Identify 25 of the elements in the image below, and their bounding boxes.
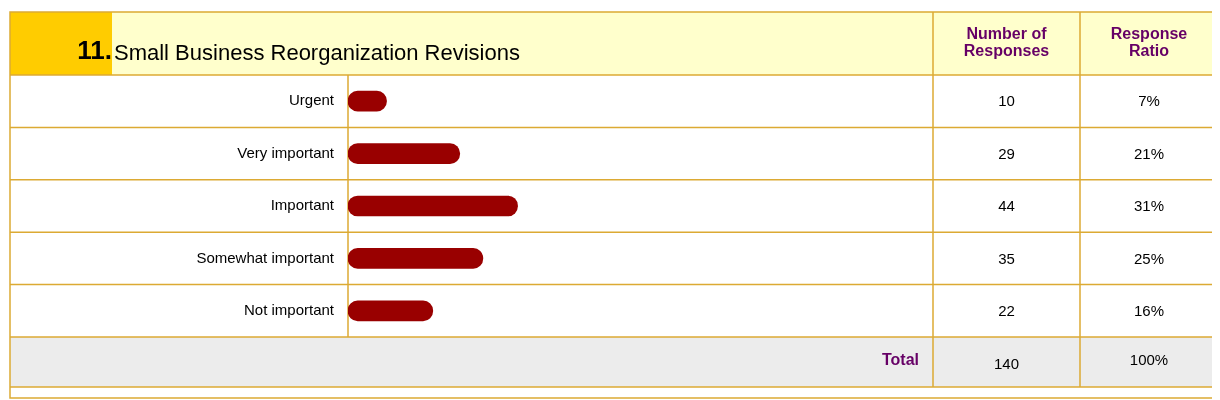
text: Number of Responses bbox=[963, 24, 1050, 59]
bar bbox=[348, 195, 518, 217]
y-tick-label: Urgent bbox=[288, 91, 335, 109]
text: 7% bbox=[1138, 92, 1160, 110]
text: 21% bbox=[1133, 144, 1165, 162]
text: 140 bbox=[993, 355, 1020, 373]
text: Response Ratio bbox=[1110, 24, 1188, 59]
text: 100% bbox=[1129, 351, 1169, 369]
data-label: 10 bbox=[998, 92, 1015, 110]
y-tick-label: Somewhat important bbox=[196, 248, 335, 266]
bar bbox=[348, 143, 461, 164]
y-tick-label: Very important bbox=[237, 143, 335, 161]
bar bbox=[348, 300, 434, 322]
data-label: 29 bbox=[998, 144, 1015, 162]
text: Total bbox=[881, 351, 919, 369]
data-label: 35 bbox=[998, 249, 1015, 267]
bar bbox=[348, 248, 484, 269]
text: 16% bbox=[1133, 301, 1165, 319]
text: 31% bbox=[1133, 197, 1165, 215]
text: 25% bbox=[1133, 249, 1165, 267]
y-tick-label: Not important bbox=[243, 300, 335, 318]
data-label: 22 bbox=[998, 301, 1015, 319]
chart-title: 11.Small Business Reorganization Revisions bbox=[77, 35, 520, 66]
y-tick-label: Important bbox=[270, 196, 335, 214]
data-label: 44 bbox=[998, 197, 1015, 215]
